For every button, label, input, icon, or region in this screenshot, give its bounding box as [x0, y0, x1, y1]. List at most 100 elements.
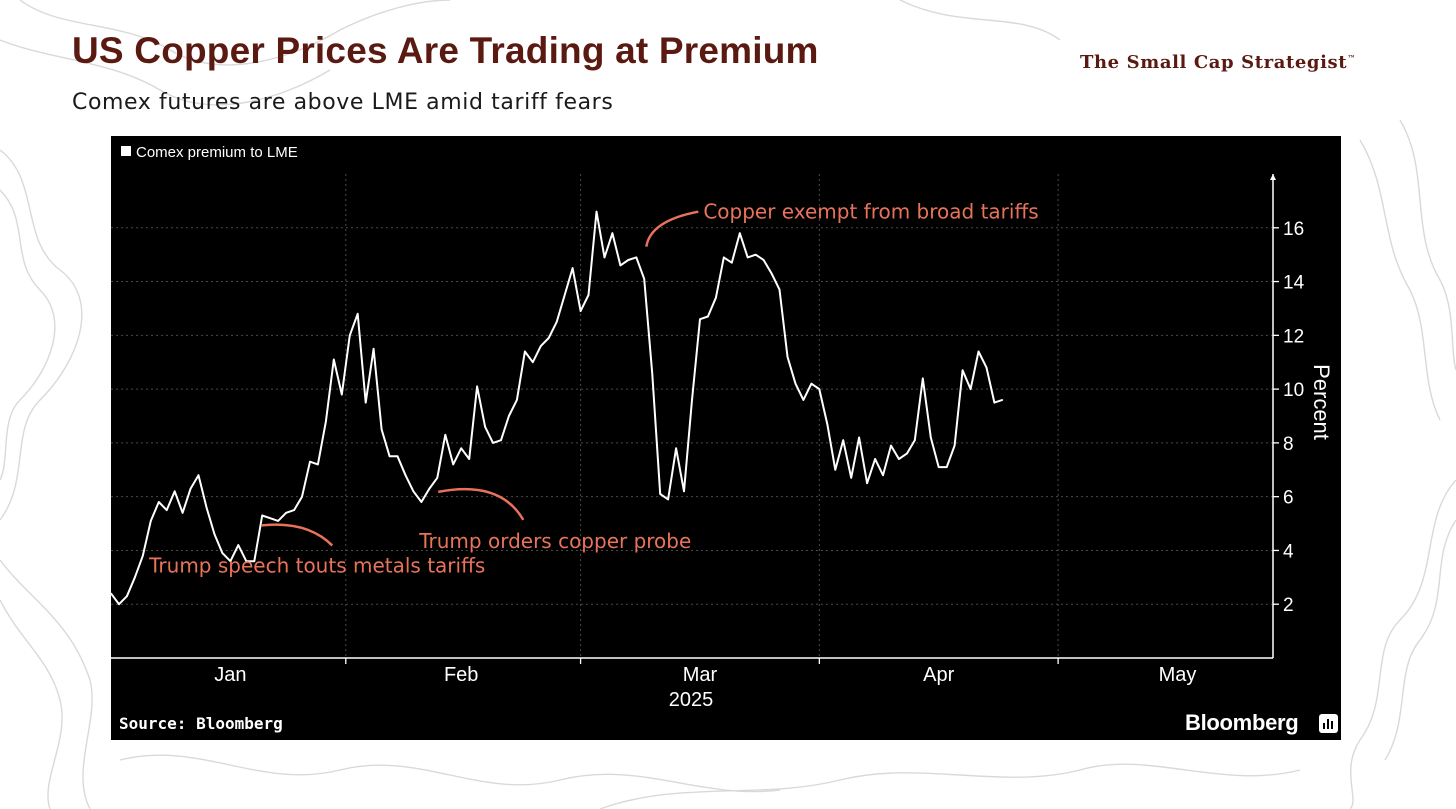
data-point	[786, 356, 789, 358]
data-point	[309, 460, 311, 463]
data-point	[356, 313, 359, 315]
data-point	[922, 377, 924, 380]
data-point	[333, 358, 335, 361]
data-point	[826, 423, 829, 425]
x-tick-label: Jan	[214, 664, 246, 686]
data-point	[277, 520, 279, 522]
data-point	[619, 264, 622, 267]
data-point	[508, 415, 510, 417]
data-point	[388, 455, 391, 458]
data-point	[221, 552, 224, 554]
data-point	[914, 439, 916, 442]
data-point	[293, 509, 295, 511]
data-point	[754, 253, 757, 256]
data-point	[906, 452, 908, 455]
data-point	[142, 555, 144, 557]
data-point	[444, 434, 447, 436]
data-point	[428, 487, 431, 490]
data-point	[253, 560, 256, 562]
data-point	[969, 388, 972, 390]
y-axis-arrow	[1270, 174, 1276, 180]
bars-icon	[1323, 719, 1333, 729]
page-title: US Copper Prices Are Trading at Premium	[72, 30, 819, 71]
data-point	[770, 272, 773, 275]
data-point	[699, 318, 701, 320]
data-point	[890, 444, 892, 447]
data-point	[396, 455, 399, 458]
data-point	[492, 442, 494, 444]
data-point	[715, 296, 717, 299]
x-tick-label: May	[1159, 664, 1197, 686]
data-point	[603, 256, 606, 259]
data-point	[977, 350, 980, 353]
data-point	[953, 444, 956, 447]
data-point	[364, 401, 367, 404]
annotation-label: Trump orders copper probe	[418, 529, 691, 553]
x-axis-year-label: 2025	[669, 689, 714, 711]
data-point	[325, 420, 327, 423]
data-point	[563, 294, 566, 296]
data-point	[436, 477, 439, 479]
series-layer	[111, 210, 1004, 606]
y-axis-label: Percent	[1309, 364, 1334, 440]
data-point	[197, 474, 200, 476]
data-point	[659, 493, 661, 495]
y-tick-label: 12	[1283, 326, 1304, 347]
data-point	[181, 512, 184, 514]
data-point	[611, 232, 614, 234]
data-point	[237, 544, 240, 546]
data-point	[269, 517, 271, 519]
data-point	[874, 458, 876, 460]
brand-logo: The Small Cap Strategist™	[1080, 52, 1356, 73]
data-point	[929, 436, 932, 439]
data-point	[1001, 399, 1004, 401]
data-point	[866, 482, 868, 485]
data-point	[205, 506, 208, 509]
data-point	[126, 595, 128, 597]
y-tick-label: 2	[1283, 595, 1294, 616]
data-point	[555, 321, 558, 323]
data-point	[683, 490, 685, 493]
legend-swatch	[121, 146, 131, 156]
data-point	[794, 382, 797, 385]
data-point	[484, 425, 486, 428]
annotation-leader	[438, 487, 525, 521]
data-point	[341, 393, 343, 396]
data-point	[420, 501, 423, 503]
data-point	[587, 294, 590, 296]
data-point	[111, 592, 112, 595]
data-point	[500, 439, 502, 442]
legend-label: Comex premium to LME	[136, 144, 298, 161]
data-point	[468, 458, 470, 460]
x-tick-label: Apr	[923, 664, 954, 686]
annotation-label: Copper exempt from broad tariffs	[703, 200, 1038, 224]
data-point	[898, 458, 900, 460]
bloomberg-logo: Bloomberg	[1185, 710, 1299, 735]
y-tick-label: 16	[1283, 219, 1304, 240]
data-point	[532, 361, 534, 364]
data-point	[460, 447, 462, 450]
data-point	[173, 490, 176, 493]
data-point	[412, 490, 415, 493]
data-point	[380, 428, 383, 431]
data-point	[452, 463, 455, 466]
chart-panel: Comex premium to LME 2 4 6 8 10 12 14 16 Jan Feb M…	[111, 136, 1341, 740]
legend: Comex premium to LME	[121, 144, 298, 161]
y-tick-label: 4	[1283, 541, 1294, 562]
data-point	[571, 267, 574, 269]
data-point	[858, 436, 860, 439]
y-tick-label: 6	[1283, 488, 1294, 509]
brand-name: The Small Cap Strategist	[1080, 52, 1348, 73]
bloomberg-terminal-icon	[1319, 714, 1338, 733]
data-point	[818, 388, 821, 390]
y-tick-label: 8	[1283, 434, 1294, 455]
data-point	[317, 463, 319, 466]
y-tick-label: 10	[1283, 380, 1304, 401]
data-point	[524, 350, 526, 353]
line-chart: Comex premium to LME 2 4 6 8 10 12 14 16 Jan Feb M…	[111, 144, 1334, 711]
x-tick-label: Feb	[444, 664, 478, 686]
data-point	[372, 347, 375, 350]
data-point	[842, 439, 845, 442]
data-point	[961, 369, 964, 372]
